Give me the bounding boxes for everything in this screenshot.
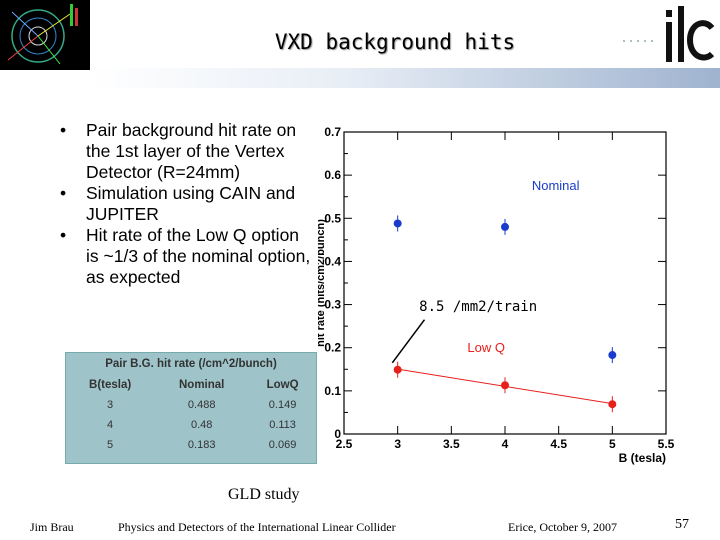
table-cell: 0.48: [190, 419, 213, 431]
chart-text: 0 0.1 0.2 0.3 0.4 0.5 0.6 0.7 2.5 3 3.5 4 4.5 5 5.5B (…: [318, 125, 675, 465]
table-row: 4 0.48 0.113: [66, 415, 316, 435]
chart-axes: [343, 131, 667, 435]
footer-author: Jim Brau: [30, 520, 74, 534]
page-number: 57: [675, 517, 689, 532]
x-axis-label: B (tesla): [619, 451, 666, 465]
table-cell: 0.183: [187, 439, 216, 451]
lowq-point: [608, 400, 617, 409]
table-caption: Pair B.G. hit rate (/cm^2/bunch): [105, 358, 277, 370]
legend-nominal: Nominal: [532, 178, 580, 193]
x-tick-label: 4.5: [550, 437, 567, 451]
bullet-text: Hit rate of the Low Q option is ~1/3 of …: [86, 225, 311, 287]
annotation-arrow: [391, 319, 426, 364]
bullet-item: Simulation using CAIN and JUPITER: [60, 183, 315, 225]
y-axis-label: hit rate (hits/cm2/bunch): [318, 219, 327, 347]
y-tick-label: 0.7: [324, 125, 341, 139]
bullet-text: Simulation using CAIN and JUPITER: [86, 183, 296, 224]
table-cell: 3: [107, 399, 114, 411]
ilc-logo: [620, 0, 720, 70]
table-header: B(tesla): [89, 379, 132, 391]
x-tick-label: 5: [609, 437, 616, 451]
slide-title: VXD background hits: [274, 30, 516, 54]
x-tick-label: 2.5: [336, 437, 353, 451]
nominal-point: [608, 351, 617, 360]
x-tick-label: 5.5: [658, 437, 675, 451]
footer-date: Erice, October 9, 2007: [508, 520, 617, 534]
bullet-item: Pair background hit rate on the 1st laye…: [60, 120, 315, 183]
table-header: LowQ: [266, 379, 299, 391]
x-tick-label: 4: [502, 437, 509, 451]
table-header: Nominal: [178, 379, 225, 391]
x-tick-label: 3: [394, 437, 401, 451]
table-cell: 0.113: [269, 419, 296, 431]
header-gradient-bar: [92, 68, 720, 88]
legend-lowq: Low Q: [467, 340, 505, 355]
bullet-text: Pair background hit rate on the 1st laye…: [86, 120, 297, 182]
rate-annotation: 8.5 /mm2/train: [419, 299, 537, 315]
nominal-point: [501, 222, 509, 231]
y-tick-label: 0.4: [324, 254, 341, 268]
nominal-point: [393, 219, 402, 228]
lowq-point: [393, 365, 402, 374]
x-tick-label: 3.5: [443, 437, 460, 451]
y-tick-label: 0: [334, 427, 341, 441]
table-row: 3 0.488 0.149: [66, 395, 316, 415]
y-tick-label: 0.1: [324, 384, 341, 398]
study-label: GLD study: [228, 486, 300, 503]
y-tick-label: 0.3: [324, 298, 341, 312]
table-cell: 0.488: [187, 399, 216, 411]
table-row: 5 0.183 0.069: [66, 435, 316, 455]
chart-marks: [391, 215, 617, 413]
table-cell: 0.069: [268, 439, 297, 451]
event-display-logo: [0, 0, 90, 70]
hit-rate-chart: 0 0.1 0.2 0.3 0.4 0.5 0.6 0.7 2.5 3 3.5 4 4.5 5 5.5B (…: [318, 125, 675, 465]
footer-title: Physics and Detectors of the Internation…: [118, 520, 396, 534]
hit-rate-table: Pair B.G. hit rate (/cm^2/bunch) B(tesla…: [65, 352, 317, 464]
table-cell: 0.149: [268, 399, 297, 411]
lowq-point: [501, 381, 509, 390]
y-tick-label: 0.6: [324, 168, 341, 182]
bullet-list: Pair background hit rate on the 1st laye…: [60, 120, 315, 288]
y-tick-label: 0.2: [324, 341, 341, 355]
table-cell: 5: [107, 439, 114, 451]
bullet-item: Hit rate of the Low Q option is ~1/3 of …: [60, 225, 315, 288]
y-tick-label: 0.5: [324, 211, 341, 225]
table-cell: 4: [107, 419, 114, 431]
